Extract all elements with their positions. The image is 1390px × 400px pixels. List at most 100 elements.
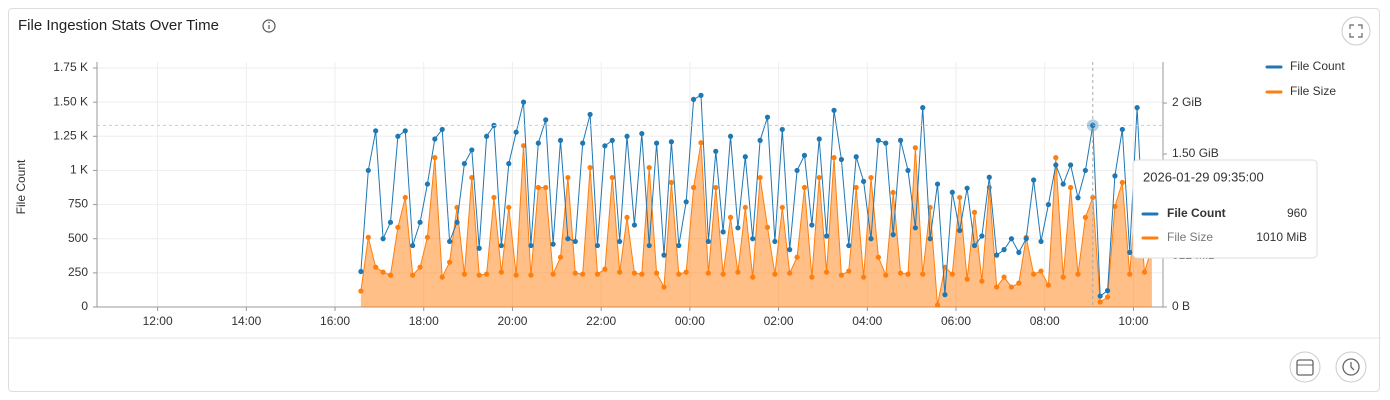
y2-tick-label: 1.50 GiB xyxy=(1172,146,1219,160)
point xyxy=(1075,271,1081,277)
point xyxy=(779,126,785,133)
point xyxy=(1082,214,1088,220)
y-tick-label: 1.75 K xyxy=(53,60,88,74)
point xyxy=(683,269,689,275)
point xyxy=(424,234,431,240)
calendar-button[interactable] xyxy=(1289,351,1321,383)
tooltip-title: 2026-01-29 09:35:00 xyxy=(1143,169,1264,184)
point xyxy=(565,174,571,181)
point xyxy=(971,209,978,215)
point xyxy=(816,174,822,181)
point xyxy=(661,284,667,290)
point xyxy=(853,154,859,160)
point xyxy=(587,164,593,171)
point xyxy=(617,269,623,275)
point xyxy=(1045,282,1052,288)
y-tick-label: 750 xyxy=(68,197,88,211)
point xyxy=(580,140,586,146)
point xyxy=(986,174,992,180)
point xyxy=(1053,155,1059,161)
point xyxy=(520,99,527,105)
y-tick-label: 1.25 K xyxy=(53,128,88,142)
point xyxy=(447,238,453,245)
point xyxy=(506,161,512,167)
point xyxy=(1112,203,1118,210)
point xyxy=(395,224,401,230)
point xyxy=(439,274,445,280)
point xyxy=(624,133,630,139)
point xyxy=(1134,105,1140,111)
clock-button[interactable] xyxy=(1335,351,1367,383)
point xyxy=(1060,274,1066,280)
point xyxy=(764,114,771,120)
point xyxy=(690,96,697,103)
point xyxy=(890,232,896,238)
tooltip-value: 1010 MiB xyxy=(1256,230,1307,244)
point xyxy=(1127,249,1133,255)
point xyxy=(934,181,941,187)
point xyxy=(801,152,808,159)
point xyxy=(432,136,438,142)
x-tick-label: 14:00 xyxy=(231,314,261,328)
point xyxy=(535,184,541,191)
point xyxy=(801,184,808,191)
point xyxy=(868,236,874,242)
point xyxy=(875,137,881,143)
point xyxy=(550,241,556,247)
point xyxy=(668,179,674,186)
point xyxy=(513,272,519,278)
point xyxy=(602,143,608,149)
point xyxy=(875,254,881,260)
point xyxy=(750,236,756,242)
point xyxy=(1045,201,1052,208)
point xyxy=(1016,249,1022,255)
point xyxy=(646,242,652,249)
expand-button[interactable] xyxy=(1341,16,1371,46)
point xyxy=(461,161,468,167)
point xyxy=(498,242,504,249)
point xyxy=(705,238,711,245)
point xyxy=(491,194,497,201)
y2-tick-label: 0 B xyxy=(1172,299,1190,313)
point xyxy=(838,272,845,278)
y-tick-label: 0 xyxy=(81,299,88,313)
point xyxy=(838,156,845,163)
point xyxy=(794,167,800,174)
point xyxy=(809,222,815,228)
point xyxy=(720,271,726,277)
point xyxy=(690,184,697,191)
point xyxy=(905,167,911,174)
y-axis-label: File Count xyxy=(14,159,28,214)
legend-label: File Count xyxy=(1290,59,1345,73)
point xyxy=(1038,238,1044,245)
point xyxy=(1067,184,1074,191)
x-tick-label: 12:00 xyxy=(143,314,173,328)
point xyxy=(831,107,837,113)
point xyxy=(920,105,926,111)
point xyxy=(646,164,652,171)
y-tick-label: 1.50 K xyxy=(53,94,88,108)
x-tick-label: 20:00 xyxy=(497,314,527,328)
point xyxy=(971,242,978,249)
info-icon[interactable] xyxy=(262,19,276,33)
point xyxy=(920,271,926,277)
point xyxy=(609,137,615,143)
point xyxy=(912,145,918,151)
point xyxy=(380,236,386,242)
y-tick-label: 1 K xyxy=(70,163,88,177)
point xyxy=(543,117,549,123)
point xyxy=(757,174,763,181)
point xyxy=(1090,122,1096,128)
point xyxy=(483,271,490,277)
point xyxy=(543,184,549,191)
point xyxy=(824,269,830,275)
point xyxy=(994,284,1000,290)
point xyxy=(883,140,889,146)
point xyxy=(727,214,734,220)
point xyxy=(750,274,756,280)
point xyxy=(1008,236,1015,242)
point xyxy=(587,111,593,118)
point xyxy=(1008,284,1015,290)
card xyxy=(8,8,1380,392)
